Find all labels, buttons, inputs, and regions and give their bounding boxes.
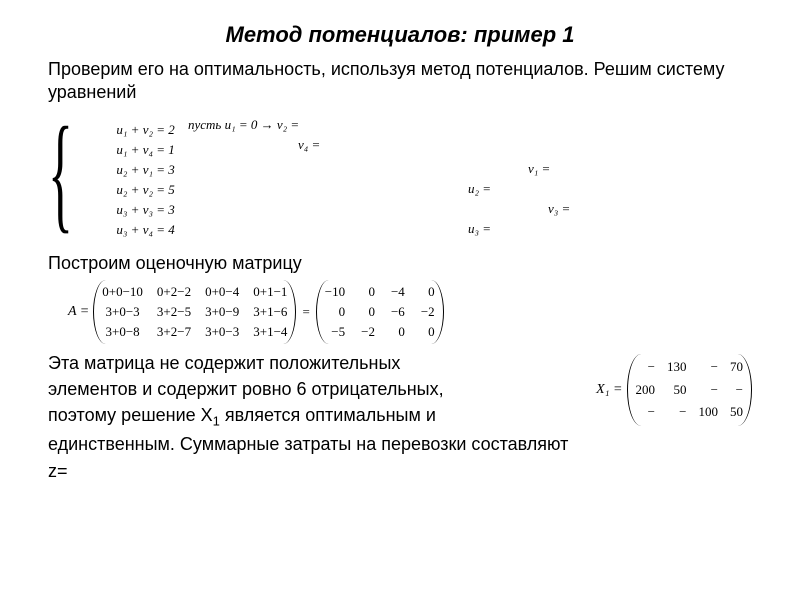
v1-eq: v₁ = bbox=[528, 161, 550, 177]
cell: 50 bbox=[667, 381, 687, 400]
cell: 0 bbox=[361, 304, 375, 320]
cell: 3+1−4 bbox=[253, 324, 287, 340]
system-equations: u₁ + v₂ = 2 u₁ + v₄ = 1 u₂ + v₁ = 3 u₂ +… bbox=[116, 115, 174, 245]
cell: 0+1−1 bbox=[253, 284, 287, 300]
cell: −4 bbox=[391, 284, 405, 300]
brace-icon: { bbox=[48, 115, 73, 232]
cell: 3+0−9 bbox=[205, 304, 239, 320]
eq-row: u₂ + v₁ = 3 bbox=[116, 162, 174, 178]
cell: 3+0−3 bbox=[102, 304, 143, 320]
cell: 50 bbox=[730, 403, 743, 422]
matrix-a-result: −10 0 −4 0 0 0 −6 −2 −5 −2 0 0 bbox=[316, 280, 444, 344]
subhead-matrix: Построим оценочную матрицу bbox=[48, 253, 752, 274]
matrix-x1-label: X₁ = bbox=[596, 380, 622, 400]
matrix-a-label: A = bbox=[68, 304, 89, 320]
let-clause: пусть u₁ = 0 → v₂ = bbox=[188, 117, 299, 133]
eq-row: u₂ + v₂ = 5 bbox=[116, 182, 174, 198]
cell: −2 bbox=[421, 304, 435, 320]
cell: − bbox=[636, 358, 656, 377]
cell: −10 bbox=[325, 284, 345, 300]
v4-eq: v₄ = bbox=[298, 137, 320, 153]
cell: 3+2−5 bbox=[157, 304, 191, 320]
cell: −6 bbox=[391, 304, 405, 320]
slide-title: Метод потенциалов: пример 1 bbox=[48, 22, 752, 48]
cell: 0 bbox=[361, 284, 375, 300]
eq-row: u₃ + v₃ = 3 bbox=[116, 202, 174, 218]
eq-row: u₃ + v₄ = 4 bbox=[116, 222, 174, 238]
cell: 200 bbox=[636, 381, 656, 400]
equals-sign: = bbox=[302, 304, 309, 320]
cell: −2 bbox=[361, 324, 375, 340]
v3-eq: v₃ = bbox=[548, 201, 570, 217]
cell: − bbox=[699, 381, 719, 400]
cell: − bbox=[699, 358, 719, 377]
body-line: z= bbox=[48, 458, 752, 484]
cell: 100 bbox=[699, 403, 719, 422]
cell: 3+2−7 bbox=[157, 324, 191, 340]
cell: − bbox=[730, 381, 743, 400]
u2-eq: u₂ = bbox=[468, 181, 491, 197]
eq-row: u₁ + v₄ = 1 bbox=[116, 142, 174, 158]
cell: 3+0−3 bbox=[205, 324, 239, 340]
cell: 0 bbox=[421, 324, 435, 340]
matrix-x1: X₁ = − 130 − 70 200 50 − − − − 100 50 bbox=[596, 354, 752, 427]
cell: −5 bbox=[325, 324, 345, 340]
cell: 3+1−6 bbox=[253, 304, 287, 320]
matrix-a-row: A = 0+0−10 0+2−2 0+0−4 0+1−1 3+0−3 3+2−5… bbox=[68, 280, 752, 344]
eq-row: u₁ + v₂ = 2 bbox=[116, 122, 174, 138]
intro-text: Проверим его на оптимальность, используя… bbox=[48, 58, 752, 105]
cell: 0 bbox=[391, 324, 405, 340]
equation-system: { u₁ + v₂ = 2 u₁ + v₄ = 1 u₂ + v₁ = 3 u₂… bbox=[48, 115, 752, 245]
cell: 0 bbox=[325, 304, 345, 320]
cell: 130 bbox=[667, 358, 687, 377]
conclusion-text: X₁ = − 130 − 70 200 50 − − − − 100 50 Э bbox=[48, 350, 752, 484]
cell: 0+2−2 bbox=[157, 284, 191, 300]
cell: − bbox=[636, 403, 656, 422]
cell: 3+0−8 bbox=[102, 324, 143, 340]
cell: − bbox=[667, 403, 687, 422]
matrix-a-expr: 0+0−10 0+2−2 0+0−4 0+1−1 3+0−3 3+2−5 3+0… bbox=[93, 280, 296, 344]
cell: 0+0−10 bbox=[102, 284, 143, 300]
body-line: единственным. Суммарные затраты на перев… bbox=[48, 431, 752, 457]
cell: 0+0−4 bbox=[205, 284, 239, 300]
u3-eq: u₃ = bbox=[468, 221, 491, 237]
cell: 0 bbox=[421, 284, 435, 300]
cell: 70 bbox=[730, 358, 743, 377]
